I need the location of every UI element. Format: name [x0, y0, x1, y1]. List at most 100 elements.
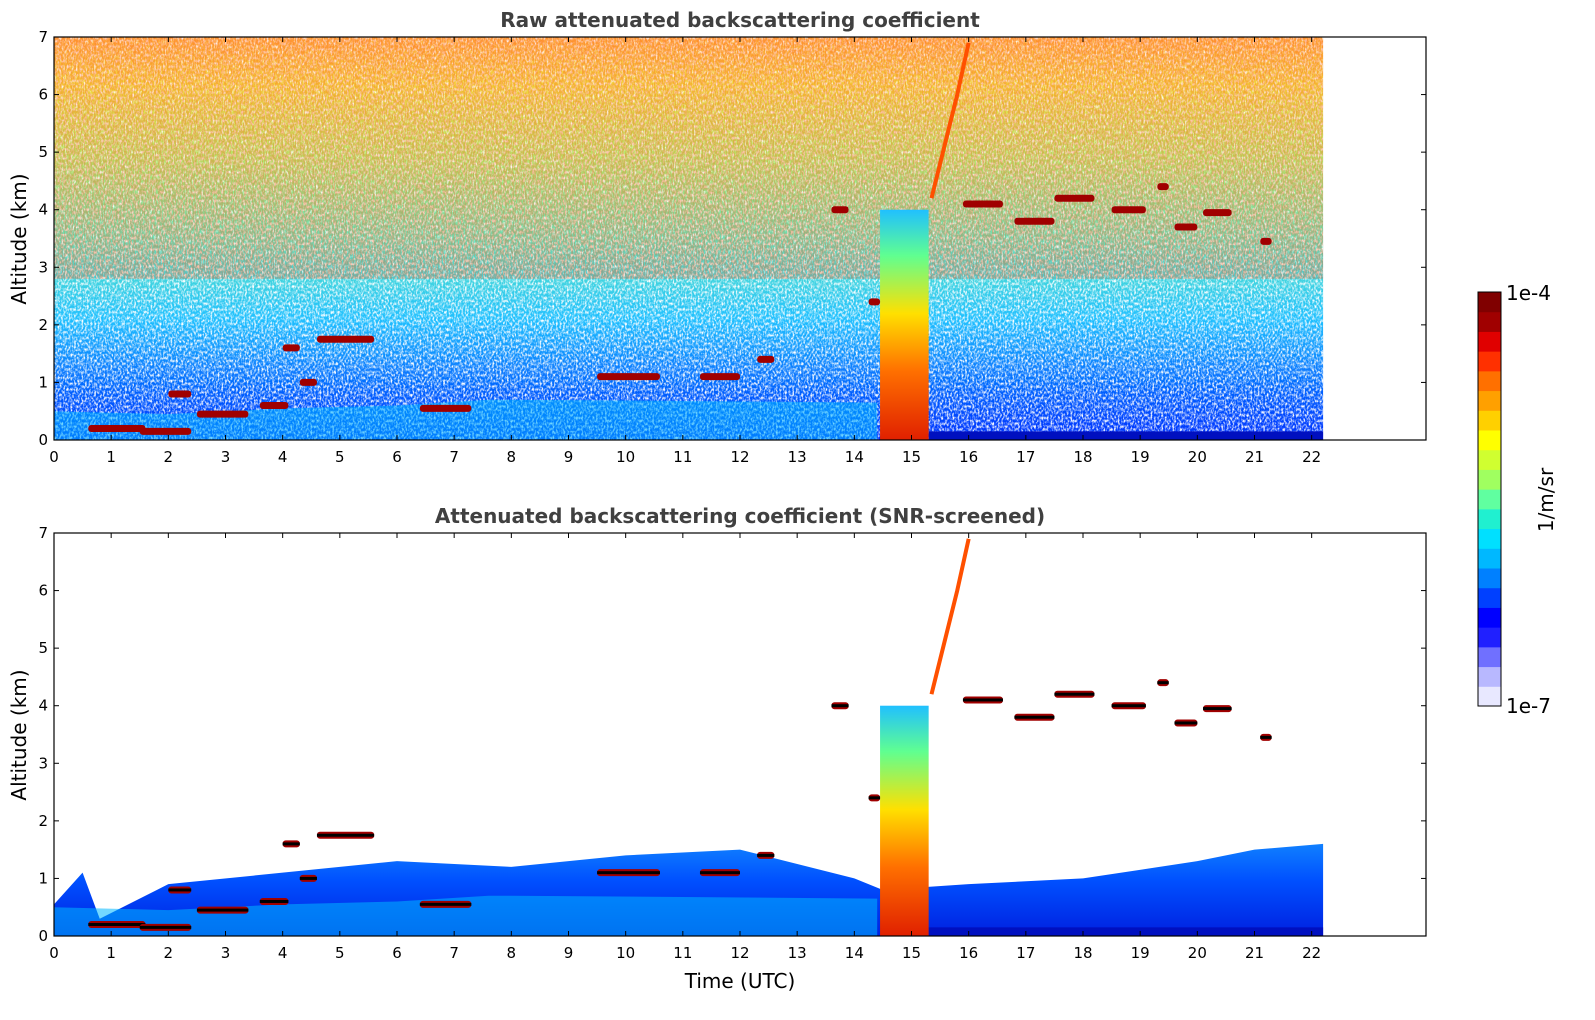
cloud-edge-marker — [259, 899, 289, 903]
y-tick-label: 6 — [38, 86, 48, 104]
y-axis-label: Altitude (km) — [7, 173, 31, 304]
x-tick-label: 22 — [1302, 448, 1321, 466]
cloud-segment — [757, 355, 775, 363]
cloud-edge-marker — [1174, 721, 1198, 725]
x-tick-label: 0 — [49, 944, 59, 962]
x-tick-label: 7 — [449, 944, 459, 962]
cloud-edge-marker — [1111, 704, 1146, 708]
x-tick-label: 3 — [221, 448, 231, 466]
precipitation-shaft — [880, 705, 929, 936]
x-tick-label: 19 — [1131, 448, 1150, 466]
x-tick-label: 15 — [902, 944, 921, 962]
cloud-segment — [1054, 194, 1095, 202]
x-tick-label: 11 — [673, 448, 692, 466]
cloud-edge-marker — [282, 842, 300, 846]
x-tick-label: 16 — [959, 448, 978, 466]
x-tick-label: 17 — [1016, 944, 1035, 962]
cloud-edge-marker — [757, 853, 775, 857]
x-tick-label: 10 — [616, 944, 635, 962]
x-tick-label: 12 — [730, 448, 749, 466]
cloud-segment — [597, 373, 660, 381]
x-tick-label: 13 — [788, 448, 807, 466]
x-tick-label: 21 — [1245, 448, 1264, 466]
cloud-edge-marker — [419, 902, 472, 906]
x-axis-ticks: 0 1 2 3 4 5 6 7 8 9 10 11 12 13 14 15 16 17 18 19 20 21 22 — [49, 37, 1321, 466]
colorbar-cell — [1478, 627, 1501, 648]
cloud-segment — [316, 335, 375, 343]
cloud-edge-marker — [868, 796, 881, 800]
x-tick-label: 14 — [845, 944, 864, 962]
colorbar-cell — [1478, 489, 1501, 510]
cloud-segment — [962, 200, 1003, 208]
colorbar-cell — [1478, 587, 1501, 608]
boundary-layer — [54, 895, 878, 936]
x-tick-label: 16 — [959, 944, 978, 962]
x-tick-label: 1 — [106, 944, 116, 962]
surface-layer — [928, 927, 1324, 936]
cloud-edge-marker — [196, 908, 249, 912]
heatmap-area — [54, 538, 1324, 936]
heatmap-area — [54, 37, 1324, 440]
y-axis-label: Altitude (km) — [7, 669, 31, 800]
cloud-segment — [88, 424, 146, 432]
x-tick-label: 2 — [164, 944, 174, 962]
precipitation-shaft — [880, 209, 929, 440]
y-axis-ticks: 0 1 2 3 4 5 6 7 — [38, 524, 1426, 945]
x-axis-label: Time (UTC) — [684, 969, 796, 993]
y-tick-label: 5 — [38, 639, 48, 657]
colorbar-cell — [1478, 370, 1501, 392]
y-axis-ticks: 0 1 2 3 4 5 6 7 — [38, 28, 1426, 449]
cloud-edge-marker — [88, 922, 146, 926]
x-tick-label: 18 — [1073, 448, 1092, 466]
cloud-edge-marker — [831, 704, 849, 708]
x-tick-label: 0 — [49, 448, 59, 466]
x-tick-label: 4 — [278, 448, 288, 466]
cloud-segment — [1111, 206, 1146, 214]
y-tick-label: 7 — [38, 28, 48, 46]
colorbar-cell — [1478, 292, 1501, 313]
x-tick-label: 8 — [507, 944, 517, 962]
y-tick-label: 4 — [38, 697, 48, 715]
x-tick-label: 21 — [1245, 944, 1264, 962]
x-tick-label: 4 — [278, 944, 288, 962]
colorbar-cell — [1478, 311, 1501, 332]
cloud-segment — [259, 401, 289, 409]
y-tick-label: 0 — [38, 431, 48, 449]
colorbar-cell — [1478, 568, 1501, 589]
colorbar-cell — [1478, 331, 1501, 352]
colorbar-cell — [1478, 607, 1501, 628]
y-tick-label: 4 — [38, 201, 48, 219]
colorbar-cell — [1478, 686, 1501, 707]
cloud-segment — [299, 378, 317, 386]
colorbar-label: 1/m/sr — [1534, 467, 1558, 532]
cloud-edge-marker — [299, 876, 317, 880]
x-tick-label: 18 — [1073, 944, 1092, 962]
x-tick-label: 5 — [335, 944, 345, 962]
snr-screened-panel: Attenuated backscattering coefficient (S… — [7, 504, 1427, 993]
cloud-edge-marker — [597, 871, 660, 875]
surface-layer — [928, 431, 1324, 440]
colorbar-cell — [1478, 410, 1501, 431]
cloud-edge-marker — [316, 833, 375, 837]
noise-streaks — [54, 37, 1324, 279]
x-tick-label: 9 — [564, 448, 574, 466]
colorbar-cell — [1478, 430, 1501, 451]
x-tick-label: 20 — [1188, 448, 1207, 466]
x-tick-label: 10 — [616, 448, 635, 466]
y-tick-label: 3 — [38, 754, 48, 772]
fall-streak — [929, 42, 971, 199]
cloud-edge-marker — [1054, 692, 1095, 696]
x-tick-label: 12 — [730, 944, 749, 962]
colorbar-cell — [1478, 548, 1501, 569]
cloud-edge-marker — [699, 871, 740, 875]
x-tick-label: 6 — [392, 944, 402, 962]
cloud-segment — [868, 298, 881, 306]
colorbar-cell — [1478, 351, 1501, 372]
cloud-segment — [419, 404, 472, 412]
cloud-edge-marker — [962, 698, 1003, 702]
x-tick-label: 2 — [164, 448, 174, 466]
x-tick-label: 7 — [449, 448, 459, 466]
colorbar-cell — [1478, 469, 1501, 490]
x-tick-label: 3 — [221, 944, 231, 962]
